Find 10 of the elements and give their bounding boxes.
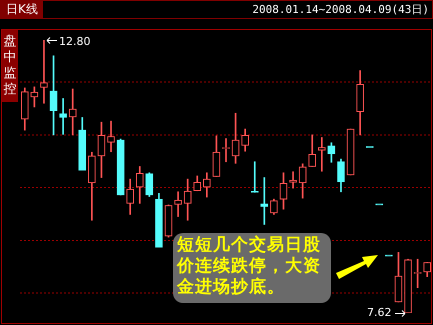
text: 盘中监控 — [2, 30, 18, 102]
candlestick — [107, 120, 115, 152]
chart-title: 日K线 — [1, 1, 43, 18]
candlestick — [50, 55, 58, 136]
annotation: 7.62 — [367, 306, 392, 319]
chart-subtitle: 2008.01.14~2008.04.09(43日) — [252, 2, 429, 18]
annotation: 短短几个交易日股价连续跌停，大资金进场抄底。 — [173, 233, 331, 303]
annotation: 12.80 — [59, 35, 90, 48]
candlestick — [40, 40, 48, 104]
candlestick — [222, 138, 230, 162]
